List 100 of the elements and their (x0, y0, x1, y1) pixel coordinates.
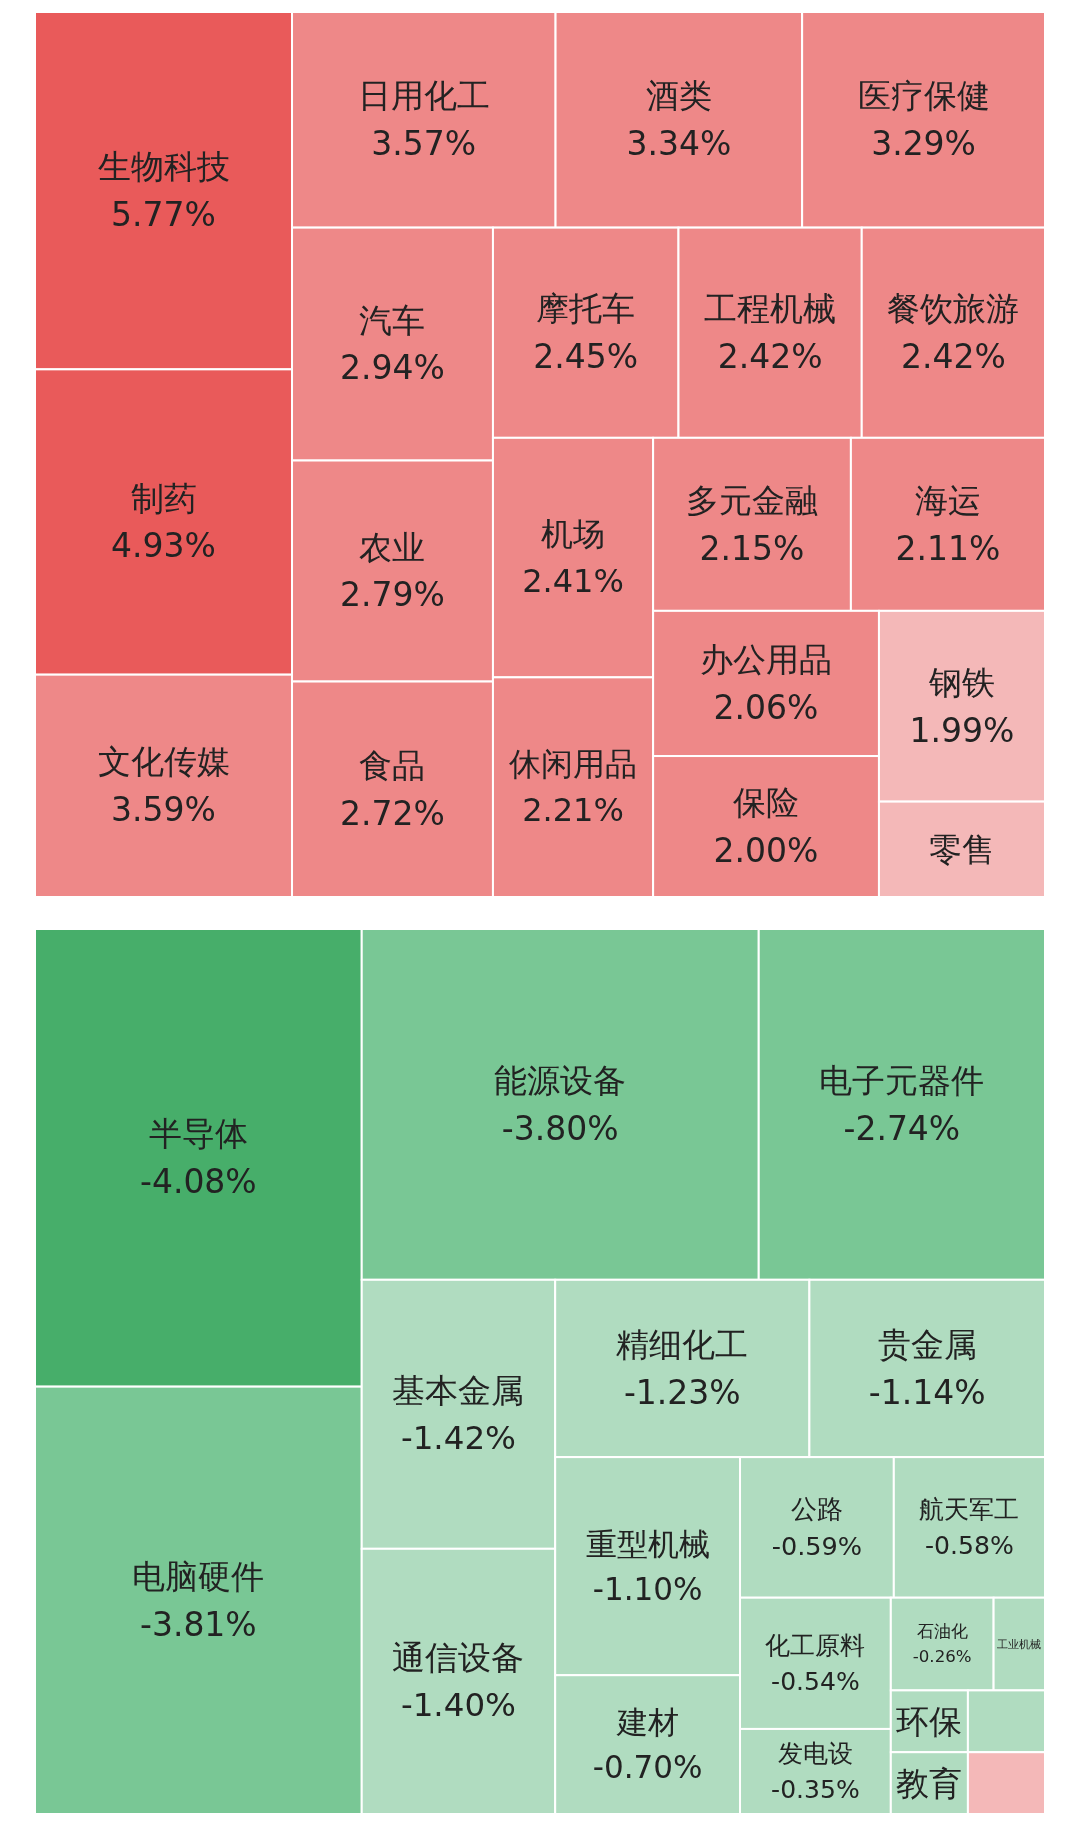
cell: 精细化工 -1.23% (554, 1278, 811, 1459)
cell: 电脑硬件 -3.81% (34, 1385, 363, 1815)
cell: 教育 (889, 1751, 969, 1815)
cell: 汽车 2.94% (291, 226, 494, 462)
data-label: -0.54% (771, 1666, 860, 1696)
cell: 文化传媒 3.59% (34, 673, 293, 898)
data-label: 2.42% (717, 337, 823, 377)
category-label: 保险 (733, 783, 800, 823)
cell: 保险 2.00% (652, 755, 880, 898)
data-label: 2.06% (713, 687, 819, 727)
data-label: 2.15% (699, 528, 805, 568)
category-label: 航天军工 (919, 1494, 1020, 1524)
data-label: 2.45% (533, 337, 639, 377)
category-label: 化工原料 (765, 1630, 866, 1660)
cell: 多元金融 2.15% (652, 436, 852, 612)
cell: 钢铁 1.99% (877, 609, 1046, 803)
category-label: 农业 (359, 527, 426, 567)
category-label: 办公用品 (700, 640, 833, 680)
category-label: 生物科技 (97, 147, 230, 187)
data-label: -1.10% (592, 1570, 703, 1607)
cell: 海运 2.11% (849, 436, 1046, 612)
data-label: 2.94% (340, 348, 445, 388)
category-label: 教育 (896, 1763, 963, 1803)
data-label: 2.72% (340, 793, 445, 833)
cell: 发电设 -0.35% (739, 1727, 892, 1815)
data-label: 2.41% (522, 561, 624, 600)
data-label: 1.99% (909, 710, 1015, 750)
data-label: 3.57% (371, 124, 477, 164)
category-label: 精细化工 (616, 1325, 749, 1365)
category-label: 石油化 (916, 1622, 968, 1642)
data-label: -4.08% (139, 1162, 257, 1202)
cell: 电子元器件 -2.74% (757, 928, 1046, 1281)
data-label: -0.35% (771, 1775, 860, 1805)
category-label: 摩托车 (536, 289, 636, 329)
category-label: 基本金属 (392, 1371, 525, 1410)
cell: 建材 -0.70% (554, 1674, 741, 1815)
category-label: 环保 (896, 1701, 963, 1741)
category-label: 多元金融 (686, 480, 818, 520)
data-label: -1.23% (623, 1372, 741, 1412)
data-label: -1.40% (400, 1685, 516, 1724)
data-label: -2.74% (843, 1108, 961, 1148)
cell: 制药 4.93% (34, 368, 293, 676)
data-label: -3.80% (501, 1108, 619, 1148)
category-label: 半导体 (148, 1114, 248, 1154)
data-label: 2.21% (522, 791, 624, 830)
cell: 石油化 -0.26% (889, 1596, 995, 1692)
cell: 零售 (877, 800, 1046, 898)
data-label: 4.93% (111, 526, 216, 566)
category-label: 重型机械 (585, 1525, 710, 1562)
category-label: 能源设备 (494, 1060, 627, 1100)
cell: 休闲用品 2.21% (491, 676, 655, 898)
data-label: 2.42% (900, 337, 1006, 377)
data-label: -0.26% (912, 1646, 972, 1666)
data-label: -1.14% (868, 1372, 986, 1412)
cell: 能源设备 -3.80% (360, 928, 760, 1281)
cell: 医疗保健 3.29% (801, 11, 1046, 229)
category-label: 日用化工 (357, 76, 490, 116)
category-label: 汽车 (359, 300, 426, 340)
category-label: 零售 (928, 829, 995, 869)
category-label: 餐饮旅游 (887, 289, 1020, 329)
cell: 摩托车 2.45% (491, 226, 680, 439)
cell: 工业机械 (992, 1596, 1046, 1692)
cell: 机场 2.41% (491, 436, 655, 679)
cell: 农业 2.79% (291, 459, 494, 683)
category-label: 贵金属 (877, 1325, 977, 1365)
category-label: 电子元器件 (819, 1060, 985, 1100)
cell: 重型机械 -1.10% (554, 1456, 741, 1677)
category-label: 发电设 (777, 1738, 853, 1768)
cell: 酒类 3.34% (554, 11, 804, 229)
cell: 办公用品 2.06% (652, 609, 880, 758)
category-label: 机场 (541, 515, 606, 554)
cell: 贵金属 -1.14% (808, 1278, 1046, 1459)
data-label: 3.29% (871, 124, 976, 164)
category-label: 制药 (130, 478, 197, 518)
category-label: 建材 (615, 1704, 679, 1741)
cell: 航天军工 -0.58% (892, 1456, 1046, 1599)
cell: 基本金属 -1.42% (360, 1278, 557, 1550)
cell: 通信设备 -1.40% (360, 1547, 557, 1815)
cell: 化工原料 -0.54% (739, 1596, 892, 1730)
category-label: 休闲用品 (509, 744, 638, 783)
category-label: 通信设备 (392, 1638, 525, 1677)
data-label: 2.79% (340, 575, 445, 615)
category-label: 酒类 (645, 76, 712, 116)
cell: 日用化工 3.57% (291, 11, 557, 229)
category-label: 文化传媒 (97, 742, 230, 782)
data-label: -0.59% (771, 1530, 863, 1561)
category-label: 公路 (790, 1493, 843, 1524)
cell: 餐饮旅游 2.42% (860, 226, 1046, 439)
category-label: 海运 (914, 480, 981, 520)
data-label: 2.00% (713, 830, 819, 870)
data-label: 3.34% (626, 124, 732, 164)
data-label: -3.81% (139, 1604, 257, 1644)
data-label: 5.77% (111, 195, 216, 235)
cell: 半导体 -4.08% (34, 928, 363, 1388)
category-label: 工业机械 (997, 1637, 1042, 1652)
data-label: -0.58% (924, 1531, 1014, 1561)
data-label: 3.59% (111, 790, 216, 830)
cell: 公路 -0.59% (739, 1456, 895, 1599)
data-label: -1.42% (400, 1418, 516, 1457)
category-label: 医疗保健 (857, 76, 990, 116)
